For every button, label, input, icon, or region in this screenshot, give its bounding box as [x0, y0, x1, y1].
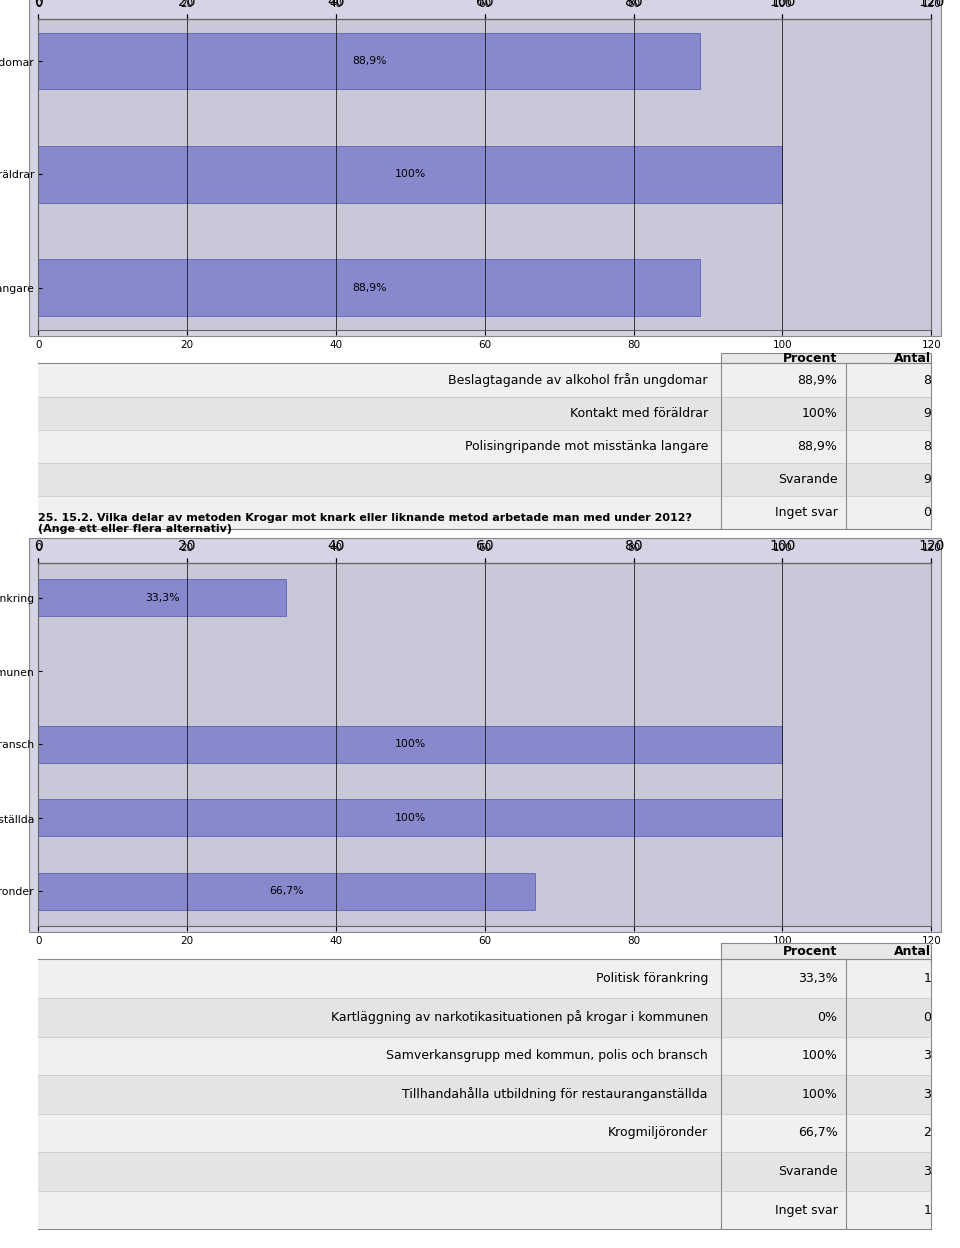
- Text: 8: 8: [924, 373, 931, 387]
- Text: Samverkansgrupp med kommun, polis och bransch: Samverkansgrupp med kommun, polis och br…: [386, 1050, 708, 1062]
- Text: 100%: 100%: [395, 170, 426, 180]
- Bar: [38, 1037, 931, 1075]
- Text: Antal: Antal: [894, 945, 931, 957]
- Text: Tillhandahålla utbildning för restauranganställda: Tillhandahålla utbildning för restaurang…: [402, 1087, 708, 1101]
- Text: 3: 3: [924, 1050, 931, 1062]
- Text: Antal: Antal: [894, 352, 931, 364]
- Bar: [38, 1075, 931, 1113]
- Text: 66,7%: 66,7%: [798, 1127, 837, 1139]
- Text: Polisingripande mot misstänka langare: Polisingripande mot misstänka langare: [465, 441, 708, 453]
- Text: 88,9%: 88,9%: [352, 56, 386, 66]
- Text: Inget svar: Inget svar: [775, 1203, 837, 1217]
- Text: 88,9%: 88,9%: [798, 373, 837, 387]
- Text: Politisk förankring: Politisk förankring: [595, 972, 708, 985]
- Text: 33,3%: 33,3%: [798, 972, 837, 985]
- Bar: [721, 943, 931, 960]
- Bar: [38, 497, 931, 529]
- Text: 3: 3: [924, 1164, 931, 1178]
- Text: 9: 9: [924, 407, 931, 419]
- Text: Kartläggning av narkotikasituationen på krogar i kommunen: Kartläggning av narkotikasituationen på …: [331, 1011, 708, 1025]
- Text: Procent: Procent: [783, 945, 837, 957]
- Text: 100%: 100%: [395, 812, 426, 822]
- Text: 3: 3: [924, 1088, 931, 1101]
- Text: 25. 15.2. Vilka delar av metoden Krogar mot knark eller liknande metod arbetade : 25. 15.2. Vilka delar av metoden Krogar …: [38, 513, 692, 534]
- Text: 88,9%: 88,9%: [798, 441, 837, 453]
- Text: 100%: 100%: [395, 740, 426, 750]
- Bar: [38, 579, 286, 617]
- Bar: [38, 429, 931, 463]
- Text: 100%: 100%: [802, 1050, 837, 1062]
- Text: Krogmiljöronder: Krogmiljöronder: [608, 1127, 708, 1139]
- Bar: [38, 463, 931, 497]
- Text: Inget svar: Inget svar: [775, 507, 837, 519]
- Bar: [38, 146, 782, 202]
- Bar: [38, 872, 535, 910]
- Bar: [38, 998, 931, 1037]
- Text: 2: 2: [924, 1127, 931, 1139]
- Bar: [38, 260, 700, 316]
- Text: 1: 1: [924, 972, 931, 985]
- Bar: [38, 1191, 931, 1229]
- Text: 8: 8: [924, 441, 931, 453]
- Bar: [38, 397, 931, 429]
- Text: Procent: Procent: [783, 352, 837, 364]
- Text: 100%: 100%: [802, 1088, 837, 1101]
- Text: Svarande: Svarande: [778, 473, 837, 487]
- Text: 9: 9: [924, 473, 931, 487]
- Bar: [38, 960, 931, 998]
- Bar: [38, 800, 782, 836]
- Text: 66,7%: 66,7%: [269, 886, 303, 896]
- Text: 1: 1: [924, 1203, 931, 1217]
- Text: Kontakt med föräldrar: Kontakt med föräldrar: [570, 407, 708, 419]
- Text: 88,9%: 88,9%: [352, 282, 386, 292]
- Bar: [38, 32, 700, 90]
- Text: 33,3%: 33,3%: [145, 593, 180, 603]
- Bar: [38, 363, 931, 397]
- Text: 0: 0: [924, 507, 931, 519]
- Text: 0: 0: [924, 1011, 931, 1023]
- Bar: [38, 1152, 931, 1191]
- Bar: [38, 1113, 931, 1152]
- Text: Beslagtagande av alkohol från ungdomar: Beslagtagande av alkohol från ungdomar: [448, 373, 708, 387]
- Text: Svarande: Svarande: [778, 1164, 837, 1178]
- Bar: [721, 353, 931, 363]
- Bar: [38, 726, 782, 763]
- Text: 0%: 0%: [818, 1011, 837, 1023]
- Text: 100%: 100%: [802, 407, 837, 419]
